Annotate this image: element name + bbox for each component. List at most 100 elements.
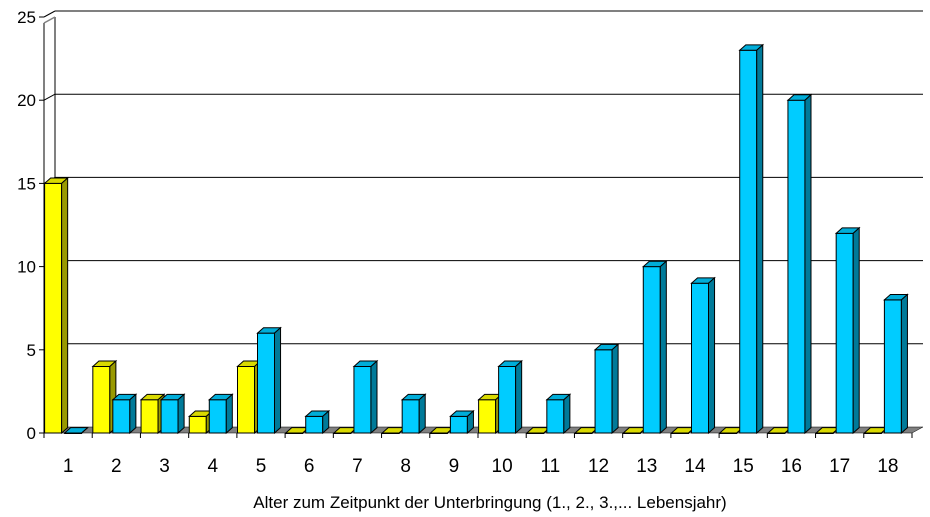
- bar-side: [418, 393, 426, 435]
- x-axis-label: Alter zum Zeitpunkt der Unterbringung (1…: [253, 493, 726, 512]
- bar: [111, 393, 138, 435]
- bar: [256, 326, 282, 435]
- bar: [738, 43, 765, 435]
- bar-side: [515, 359, 523, 435]
- bar: [43, 176, 69, 435]
- bar-front: [449, 415, 468, 434]
- bar-front: [188, 415, 207, 434]
- x-tick-label: 9: [449, 456, 460, 477]
- y-tick-label: 5: [27, 341, 36, 360]
- bar: [304, 409, 331, 435]
- bar: [449, 409, 475, 435]
- bar: [380, 427, 407, 434]
- bar-front: [208, 399, 227, 434]
- bar-front: [691, 282, 709, 434]
- bar: [63, 427, 89, 434]
- bar-front: [498, 365, 517, 434]
- bar-front: [401, 399, 420, 434]
- bars: [43, 43, 909, 435]
- bar-front: [92, 365, 111, 434]
- bar: [718, 427, 745, 434]
- x-tick-label: 8: [400, 456, 411, 477]
- bar-side: [708, 276, 716, 435]
- bar-side: [659, 260, 667, 435]
- x-tick-label: 12: [588, 456, 609, 477]
- bar-front: [478, 399, 497, 434]
- bar: [207, 393, 234, 435]
- bar-side: [274, 326, 282, 435]
- bar: [593, 343, 620, 435]
- bar-side: [81, 427, 88, 434]
- bar-front: [835, 232, 854, 434]
- bar-front: [44, 182, 63, 434]
- bar-side: [61, 176, 69, 435]
- bar-side: [852, 226, 860, 435]
- x-axis-ticks: 1 2 3 4 5 6 7 8 9 10 11 12 13 14 15 16 17 18: [43, 433, 913, 477]
- bar: [863, 427, 889, 434]
- bar: [545, 393, 572, 435]
- x-tick-label: 14: [684, 456, 706, 477]
- gridline-depth: [43, 93, 56, 101]
- bar: [883, 293, 909, 435]
- bar: [91, 359, 118, 435]
- bar: [352, 359, 379, 435]
- y-tick-label: 25: [17, 8, 36, 27]
- x-tick-label: 16: [781, 456, 802, 477]
- bar-side: [563, 393, 571, 435]
- y-axis-ticks: 0 5 10 15 20 25: [17, 8, 44, 443]
- x-tick-label: 10: [492, 456, 513, 477]
- wall-top-diagonal: [43, 16, 56, 24]
- gridline-depth: [43, 10, 56, 18]
- x-tick-label: 18: [877, 456, 898, 477]
- x-tick-label: 11: [540, 456, 560, 477]
- y-tick-label: 15: [17, 174, 36, 193]
- x-tick-label: 13: [636, 456, 657, 477]
- bar-side: [177, 393, 185, 435]
- bar-front: [112, 399, 131, 434]
- bar: [159, 393, 186, 435]
- bar-side: [225, 393, 233, 435]
- bar-front: [257, 332, 275, 434]
- x-tick-label: 7: [352, 456, 363, 477]
- bar: [641, 260, 668, 435]
- bar-side: [900, 293, 908, 435]
- bar-side: [322, 409, 330, 435]
- bar: [690, 276, 716, 435]
- bar-side: [466, 409, 474, 435]
- x-tick-label: 5: [256, 456, 267, 477]
- y-tick-label: 10: [17, 258, 36, 277]
- bar: [814, 427, 841, 434]
- bar: [786, 93, 813, 435]
- y-tick-label: 0: [27, 424, 36, 443]
- bar-side: [611, 343, 619, 435]
- x-tick-label: 2: [111, 456, 122, 477]
- x-tick-label: 1: [63, 456, 74, 477]
- bar-front: [739, 49, 758, 434]
- bar-front: [160, 399, 179, 434]
- bar: [400, 393, 427, 435]
- bar: [573, 427, 600, 434]
- x-tick-label: 15: [733, 456, 754, 477]
- bar-front: [883, 299, 902, 434]
- y-tick-label: 20: [17, 91, 36, 110]
- x-tick-label: 3: [159, 456, 170, 477]
- x-tick-label: 17: [829, 456, 850, 477]
- gridlines: [43, 10, 923, 351]
- bar-front: [305, 415, 324, 434]
- bar-front: [353, 365, 372, 434]
- bar-side: [370, 359, 378, 435]
- x-tick-label: 6: [304, 456, 315, 477]
- bar-front: [140, 399, 159, 434]
- x-tick-label: 4: [207, 456, 218, 477]
- bar-front: [787, 99, 806, 434]
- bar: [621, 427, 648, 434]
- bar-side: [756, 43, 764, 435]
- bar-side: [129, 393, 137, 435]
- bar-front: [546, 399, 565, 434]
- bar: [497, 359, 523, 435]
- bar-front: [642, 266, 661, 434]
- bar: [834, 226, 861, 435]
- bar-front: [237, 365, 255, 434]
- bar-side: [804, 93, 812, 435]
